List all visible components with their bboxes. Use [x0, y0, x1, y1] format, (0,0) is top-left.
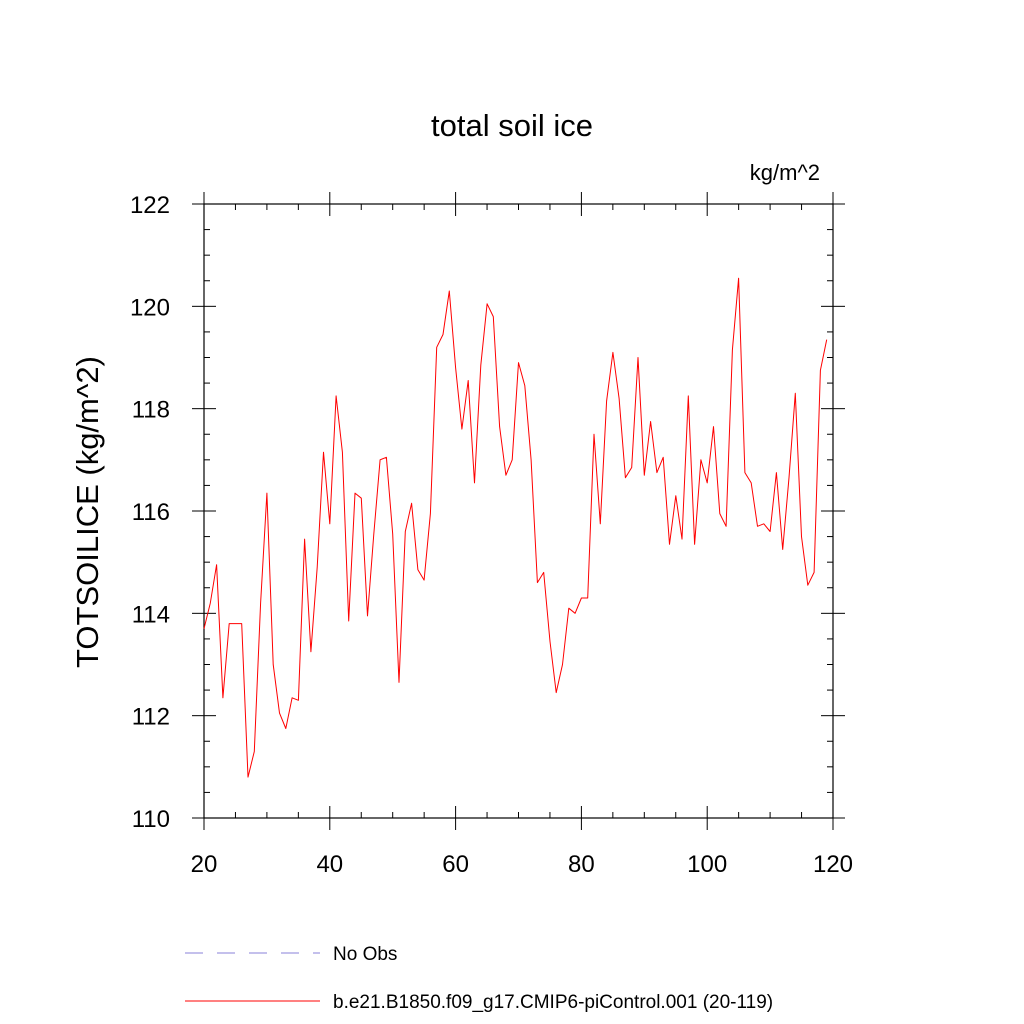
y-tick-label: 112: [132, 704, 170, 731]
x-tick-label: 120: [813, 851, 853, 878]
y-tick-label: 116: [132, 499, 170, 526]
axis-ticks: [192, 192, 845, 830]
legend-label-model-run: b.e21.B1850.f09_g17.CMIP6-piControl.001 …: [333, 992, 773, 1013]
y-tick-label: 114: [132, 601, 170, 628]
legend-label-no-obs: No Obs: [333, 944, 397, 965]
x-tick-label: 80: [568, 851, 595, 878]
axis-tick-labels: 20 40 60 80 100 120 110 112 114 116 118 120 122: [130, 192, 853, 878]
y-tick-label: 122: [130, 192, 170, 219]
x-tick-label: 20: [191, 851, 218, 878]
y-tick-label: 118: [132, 397, 170, 424]
y-tick-label: 120: [130, 294, 170, 321]
chart-title: total soil ice: [431, 108, 593, 143]
series-line: [203, 277, 828, 778]
units-label: kg/m^2: [750, 160, 820, 185]
y-tick-label: 110: [132, 806, 170, 833]
x-tick-label: 40: [316, 851, 343, 878]
y-axis-label: TOTSOILICE (kg/m^2): [70, 356, 105, 668]
series-layer: [203, 277, 828, 778]
x-tick-label: 100: [687, 851, 727, 878]
x-tick-label: 60: [442, 851, 469, 878]
plot-frame: [203, 203, 834, 819]
legend: No Obs b.e21.B1850.f09_g17.CMIP6-piContr…: [185, 944, 773, 1013]
